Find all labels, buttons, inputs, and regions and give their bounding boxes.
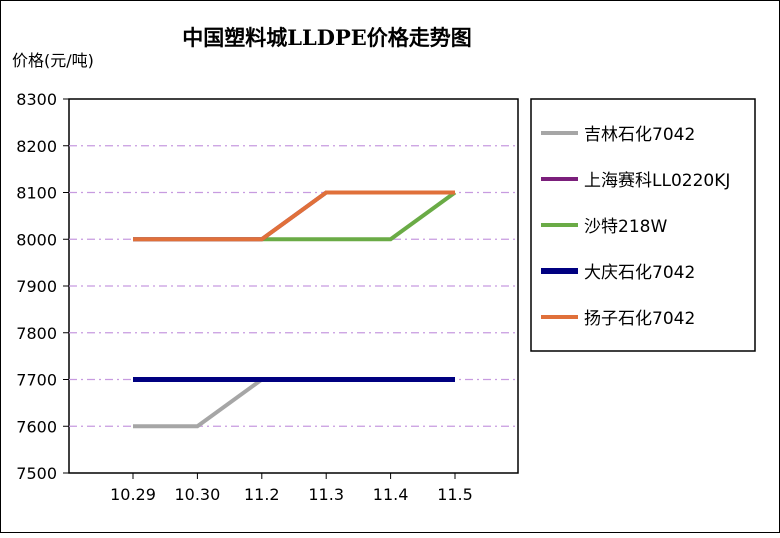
y-tick-label: 8000: [16, 230, 57, 249]
x-tick-label: 11.2: [244, 485, 280, 504]
y-tick-label: 7500: [16, 464, 57, 483]
y-tick-label: 7700: [16, 371, 57, 390]
legend-label-1: 上海赛科LL0220KJ: [584, 170, 730, 191]
y-tick-label: 7600: [16, 417, 57, 436]
y-tick-label: 7800: [16, 324, 57, 343]
y-tick-label: 8200: [16, 137, 57, 156]
y-tick-label: 8100: [16, 184, 57, 203]
plot-layer: 7500 7600 7700 7800 7900 8000 8100 8200 8300 10.2…: [16, 90, 519, 504]
y-tick-label: 8300: [16, 90, 57, 109]
y-tick-label: 7900: [16, 277, 57, 296]
x-tick-label: 11.4: [373, 485, 409, 504]
series-line-4: [133, 190, 455, 242]
legend-label-2: 沙特218W: [584, 217, 667, 237]
x-tick-label: 10.30: [174, 485, 220, 504]
y-axis-label: 价格(元/吨): [12, 51, 94, 70]
legend-label-3: 大庆石化7042: [584, 263, 695, 283]
chart-title: 中国塑料城LLDPE价格走势图: [182, 25, 472, 50]
legend-label-4: 扬子石化7042: [584, 309, 695, 329]
legend-label-0: 吉林石化7042: [584, 125, 695, 145]
x-tick-label: 10.29: [110, 485, 156, 504]
x-tick-label: 11.3: [308, 485, 344, 504]
x-tick-label: 11.5: [437, 485, 473, 504]
legend: 吉林石化7042 上海赛科LL0220KJ 沙特218W 大庆石化7042 扬子石化70…: [530, 98, 756, 352]
